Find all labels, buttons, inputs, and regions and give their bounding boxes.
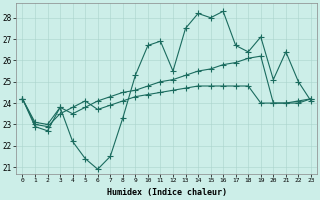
X-axis label: Humidex (Indice chaleur): Humidex (Indice chaleur) (107, 188, 227, 197)
